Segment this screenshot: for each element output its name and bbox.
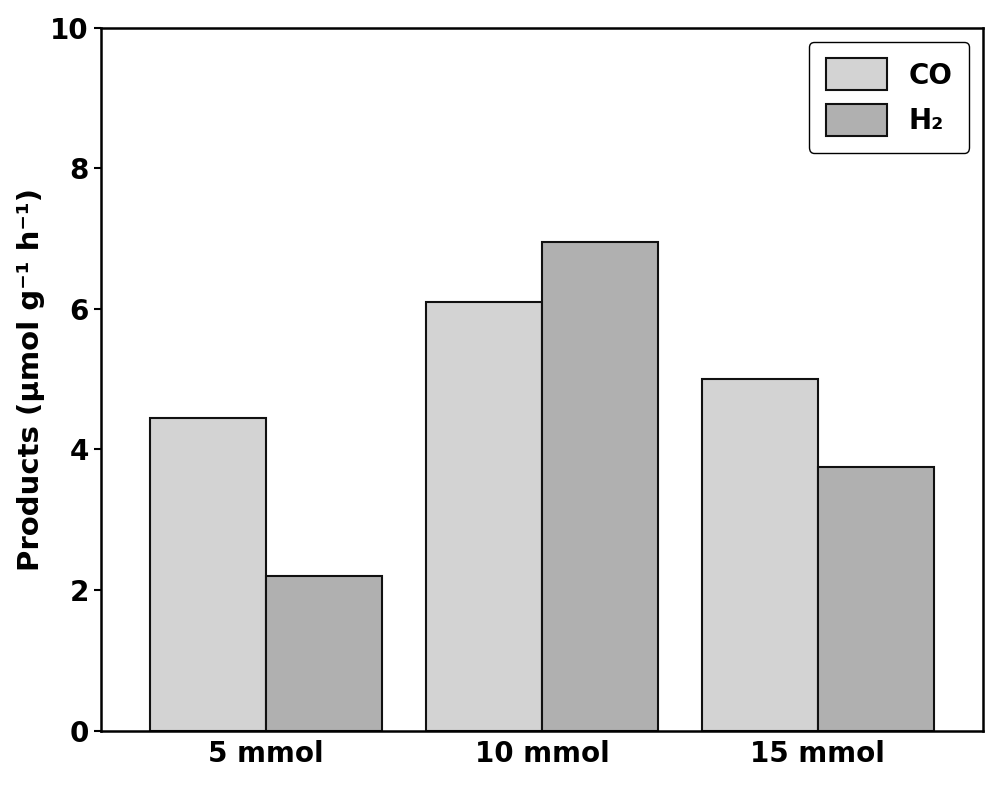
- Bar: [702, 379, 818, 731]
- Bar: [266, 576, 382, 731]
- Bar: [542, 242, 658, 731]
- Bar: [150, 418, 266, 731]
- Bar: [426, 301, 542, 731]
- Y-axis label: Products (μmol g⁻¹ h⁻¹): Products (μmol g⁻¹ h⁻¹): [17, 188, 45, 571]
- Legend: CO, H₂: CO, H₂: [809, 42, 969, 153]
- Bar: [818, 467, 934, 731]
